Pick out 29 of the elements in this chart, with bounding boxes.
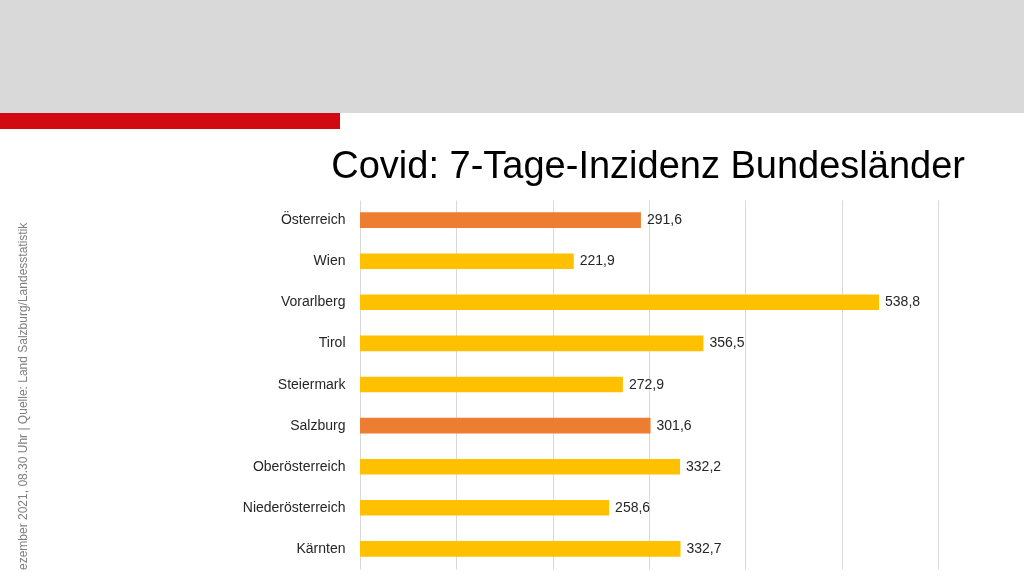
data-label: 272,9 <box>628 375 665 392</box>
bar <box>360 499 610 516</box>
y-tick-label: Niederösterreich <box>242 498 346 515</box>
bar <box>360 253 574 270</box>
data-label: 356,5 <box>709 334 745 351</box>
data-label: 291,6 <box>646 211 683 228</box>
data-label: 332,2 <box>686 457 722 474</box>
bar <box>360 541 681 557</box>
text: ezember 2021, 08.30 Uhr | Quelle: Land Salzburg/Landesstatistik <box>16 222 30 570</box>
y-tick-label: Oberösterreich <box>252 457 346 474</box>
y-tick-label: Österreich <box>280 210 346 228</box>
y-tick-label: Vorarlberg <box>280 293 346 310</box>
bar <box>360 417 651 434</box>
data-label: 538,8 <box>885 293 921 310</box>
bar <box>360 458 681 475</box>
y-tick-label: Tirol <box>318 334 346 351</box>
y-tick-label: Salzburg <box>290 416 346 433</box>
y-tick-label: Wien <box>313 252 346 269</box>
data-label: 332,7 <box>686 539 722 556</box>
bar <box>360 335 704 352</box>
data-label: 258,6 <box>615 498 651 515</box>
y-tick-label: Steiermark <box>277 375 347 392</box>
data-label: 301,6 <box>656 416 692 433</box>
bar <box>360 376 623 393</box>
y-tick-label: Kärnten <box>296 539 346 556</box>
data-label: 221,9 <box>579 252 616 269</box>
bar <box>360 294 880 311</box>
chart-title: Covid: 7-Tage-Inzidenz Bundesländer <box>331 144 966 186</box>
bar <box>360 212 641 228</box>
